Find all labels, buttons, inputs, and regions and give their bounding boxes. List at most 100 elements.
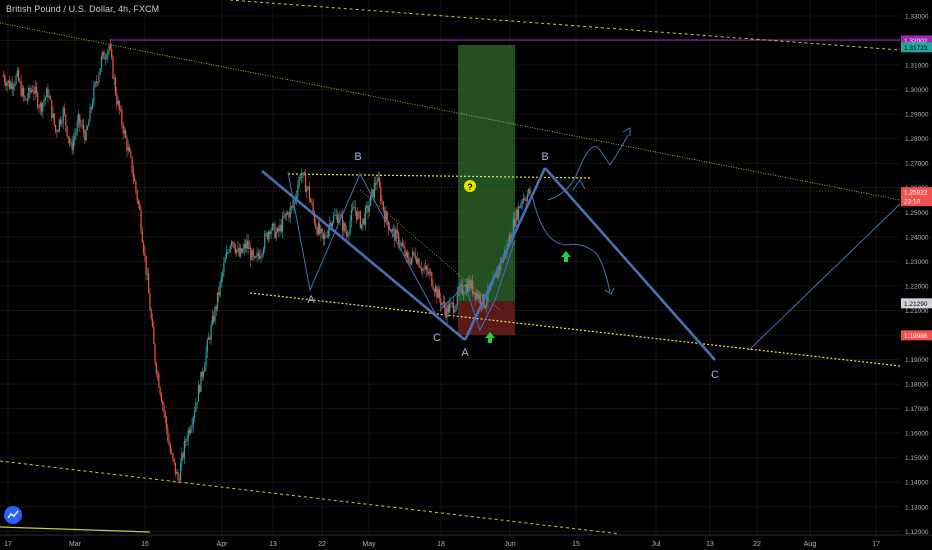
question-mark-icon: ? (467, 182, 473, 192)
wave-rally (748, 203, 901, 351)
candle-body (521, 200, 523, 204)
candle-body (313, 212, 316, 223)
candle-body (433, 289, 435, 292)
candle-body (75, 131, 77, 136)
price-tick-label: 1.21000 (905, 308, 929, 315)
tradingview-logo-icon[interactable] (4, 506, 22, 524)
candle-body (366, 205, 368, 208)
candle-body (322, 232, 324, 240)
candle-body (111, 48, 113, 57)
candle-body (451, 302, 453, 304)
candle-body (461, 284, 464, 295)
upper-channel-line (229, 0, 901, 51)
candle-body (318, 223, 321, 234)
candle-body (251, 250, 253, 260)
candle-body (51, 100, 53, 118)
candle-body (199, 385, 201, 392)
candle-body (88, 121, 90, 127)
candle-body (386, 211, 388, 221)
candle-body (53, 113, 55, 125)
projection-path-up (547, 134, 629, 201)
candle-body (108, 45, 110, 51)
candle-body (19, 80, 21, 82)
price-tag (901, 330, 932, 341)
candle-body (248, 247, 251, 249)
candle-body (445, 308, 447, 318)
candle-body (380, 186, 382, 202)
candle-body (233, 242, 235, 249)
candle-body (281, 216, 284, 232)
candle-body (387, 220, 390, 230)
candle-body (174, 462, 177, 474)
candle-body (222, 271, 224, 277)
candle-body (304, 174, 307, 192)
candle-body (173, 458, 175, 463)
time-tick-label: 13 (706, 541, 714, 548)
candle-body (153, 326, 155, 344)
price-axis[interactable]: 1.330001.320001.310001.300001.290001.280… (905, 13, 929, 535)
candle-body (395, 229, 397, 242)
candle-body (278, 228, 280, 232)
candle-body (253, 256, 256, 258)
candle-body (238, 248, 240, 257)
candle-body (123, 130, 126, 134)
time-tick-label: Aug (804, 541, 817, 548)
candle-body (303, 172, 305, 175)
candle-body (164, 412, 166, 418)
price-tick-label: 1.24000 (905, 234, 929, 241)
candle-body (131, 156, 133, 172)
question-marker[interactable] (464, 180, 476, 192)
candle-body (109, 45, 112, 49)
candle-body (7, 80, 9, 83)
candle-body (42, 102, 44, 112)
candle-body (262, 248, 265, 254)
candle-body (178, 479, 180, 481)
candle-body (508, 234, 511, 245)
candle-body (398, 233, 400, 246)
candle-body (308, 186, 310, 200)
candle-body (188, 430, 191, 434)
candle-body (136, 190, 138, 201)
candle-body (412, 251, 414, 258)
symbol-title[interactable]: British Pound / U.S. Dollar, 4h, FXCM (6, 4, 160, 14)
candle-body (128, 147, 131, 152)
candle-body (156, 373, 159, 375)
candle-body (176, 471, 178, 474)
candle-body (104, 58, 106, 60)
candle-body (33, 90, 35, 94)
candle-body (359, 212, 361, 229)
candle-body (97, 82, 99, 83)
candle-body (155, 363, 157, 374)
bottom-trendline (0, 526, 151, 533)
candle-body (93, 86, 95, 104)
candle-body (311, 201, 313, 204)
candle-body (256, 253, 258, 257)
time-axis[interactable]: 17 Mar 16 Apr 13 22 May 18 Jun 15 Jul 13 22 Aug 17 (4, 541, 880, 548)
candle-body (168, 440, 170, 446)
price-tick-label: 1.16000 (905, 431, 929, 438)
candle-body (438, 289, 441, 299)
candle-body (426, 266, 428, 271)
target-zone (458, 45, 515, 301)
candle-body (150, 309, 152, 319)
candle-body (230, 241, 233, 246)
candle-body (284, 213, 286, 218)
price-tag-label: 1.19986 (904, 333, 928, 340)
candle-body (17, 70, 20, 81)
candle-body (255, 256, 257, 258)
candle-body (526, 194, 529, 201)
price-tick-label: 1.13000 (905, 504, 929, 511)
candle-body (2, 74, 4, 77)
candle-body (26, 98, 29, 101)
candle-body (162, 402, 164, 405)
candle-body (324, 235, 326, 240)
candle-body (385, 211, 387, 222)
candle-body (468, 279, 470, 292)
candle-body (200, 371, 202, 392)
candle-body (320, 228, 322, 234)
price-tag (901, 42, 932, 53)
candle-body (6, 82, 8, 86)
candle-body (68, 139, 71, 144)
candle-body (260, 254, 262, 259)
